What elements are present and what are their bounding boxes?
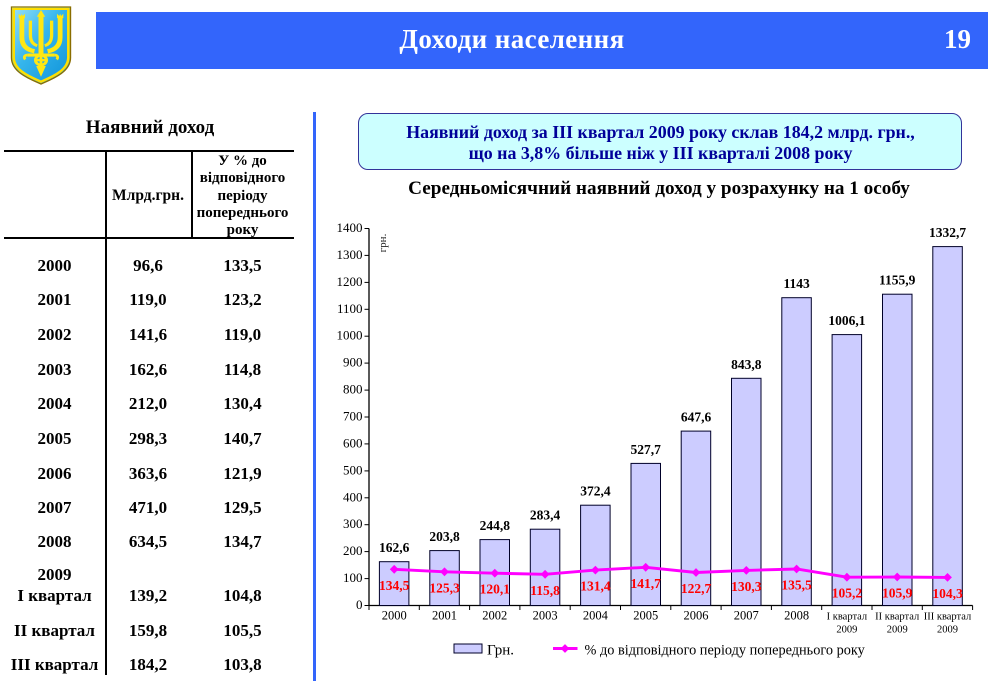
svg-text:130,3: 130,3 [731, 579, 762, 594]
svg-text:0: 0 [356, 597, 363, 612]
svg-text:900: 900 [343, 355, 363, 370]
svg-text:1400: 1400 [337, 220, 363, 235]
svg-text:2009: 2009 [937, 625, 958, 636]
svg-text:100: 100 [343, 570, 363, 585]
svg-text:I квартал: I квартал [827, 612, 868, 623]
svg-text:244,8: 244,8 [480, 518, 511, 533]
svg-text:2003: 2003 [533, 609, 558, 623]
svg-text:1143: 1143 [783, 276, 810, 291]
svg-text:700: 700 [343, 409, 363, 424]
svg-text:527,7: 527,7 [631, 442, 662, 457]
svg-text:120,1: 120,1 [480, 582, 511, 597]
svg-text:II квартал: II квартал [875, 612, 919, 623]
svg-text:1300: 1300 [337, 247, 363, 262]
svg-text:2001: 2001 [432, 609, 457, 623]
svg-text:372,4: 372,4 [580, 484, 611, 499]
svg-text:1155,9: 1155,9 [879, 273, 916, 288]
svg-text:2004: 2004 [583, 609, 609, 623]
svg-text:2002: 2002 [482, 609, 507, 623]
svg-text:1006,1: 1006,1 [828, 313, 865, 328]
svg-text:2008: 2008 [784, 609, 809, 623]
svg-text:283,4: 283,4 [530, 508, 561, 523]
svg-text:105,9: 105,9 [882, 586, 913, 601]
svg-text:2007: 2007 [734, 609, 759, 623]
svg-text:162,6: 162,6 [379, 540, 410, 555]
svg-text:500: 500 [343, 462, 363, 477]
svg-text:135,5: 135,5 [781, 578, 812, 593]
svg-text:122,7: 122,7 [681, 581, 712, 596]
svg-text:1100: 1100 [337, 301, 363, 316]
svg-text:2005: 2005 [633, 609, 658, 623]
svg-text:104,3: 104,3 [932, 586, 963, 601]
svg-text:125,3: 125,3 [429, 580, 460, 595]
svg-text:Грн.: Грн. [487, 643, 514, 659]
svg-text:600: 600 [343, 435, 363, 450]
svg-text:134,5: 134,5 [379, 578, 410, 593]
svg-text:200: 200 [343, 543, 363, 558]
svg-text:800: 800 [343, 382, 363, 397]
svg-text:грн.: грн. [377, 233, 389, 252]
svg-text:203,8: 203,8 [429, 529, 460, 544]
svg-text:2009: 2009 [836, 625, 857, 636]
svg-text:2006: 2006 [684, 609, 709, 623]
svg-text:400: 400 [343, 489, 363, 504]
svg-text:2000: 2000 [382, 609, 407, 623]
svg-text:1000: 1000 [337, 328, 363, 343]
svg-text:2009: 2009 [887, 625, 908, 636]
svg-text:131,4: 131,4 [580, 579, 611, 594]
svg-text:300: 300 [343, 516, 363, 531]
svg-text:843,8: 843,8 [731, 357, 762, 372]
svg-text:1332,7: 1332,7 [929, 225, 966, 240]
svg-text:III квартал: III квартал [924, 612, 972, 623]
svg-text:647,6: 647,6 [681, 410, 712, 425]
svg-text:1200: 1200 [337, 274, 363, 289]
svg-text:% до відповідного періоду попе: % до відповідного періоду попереднього р… [585, 643, 866, 659]
svg-text:115,8: 115,8 [530, 583, 560, 598]
svg-text:105,2: 105,2 [832, 586, 863, 601]
svg-text:141,7: 141,7 [631, 576, 662, 591]
